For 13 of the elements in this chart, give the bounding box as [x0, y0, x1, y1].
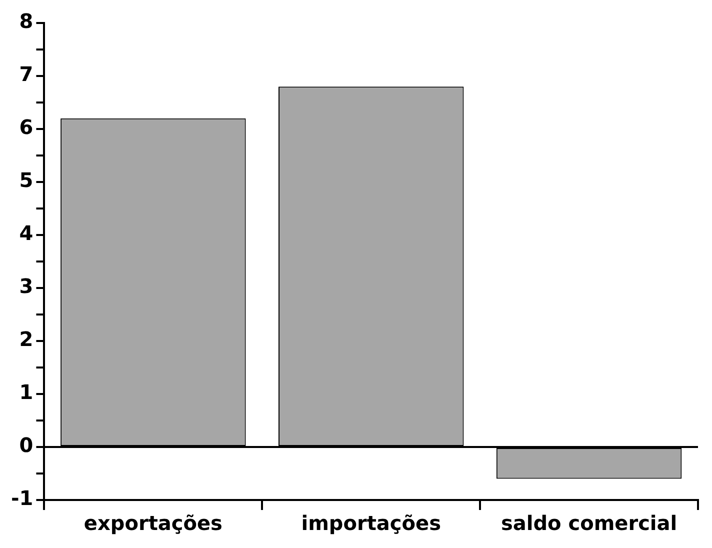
y-tick-label: 0 [19, 433, 34, 458]
y-tick-label: 1 [19, 380, 34, 404]
y-tick-label: 2 [19, 327, 34, 352]
y-tick-label: 4 [19, 221, 34, 246]
y-tick-label: 7 [19, 62, 34, 86]
x-tick-label: exportações [84, 511, 222, 536]
y-tick-label: -1 [11, 486, 34, 510]
x-tick-label: saldo comercial [500, 511, 678, 536]
y-tick-label: 5 [19, 168, 34, 192]
y-tick-label: 3 [19, 274, 34, 298]
x-tick-label: importações [301, 511, 441, 536]
y-tick-label: 8 [19, 9, 34, 34]
y-tick-label: 6 [19, 115, 34, 140]
